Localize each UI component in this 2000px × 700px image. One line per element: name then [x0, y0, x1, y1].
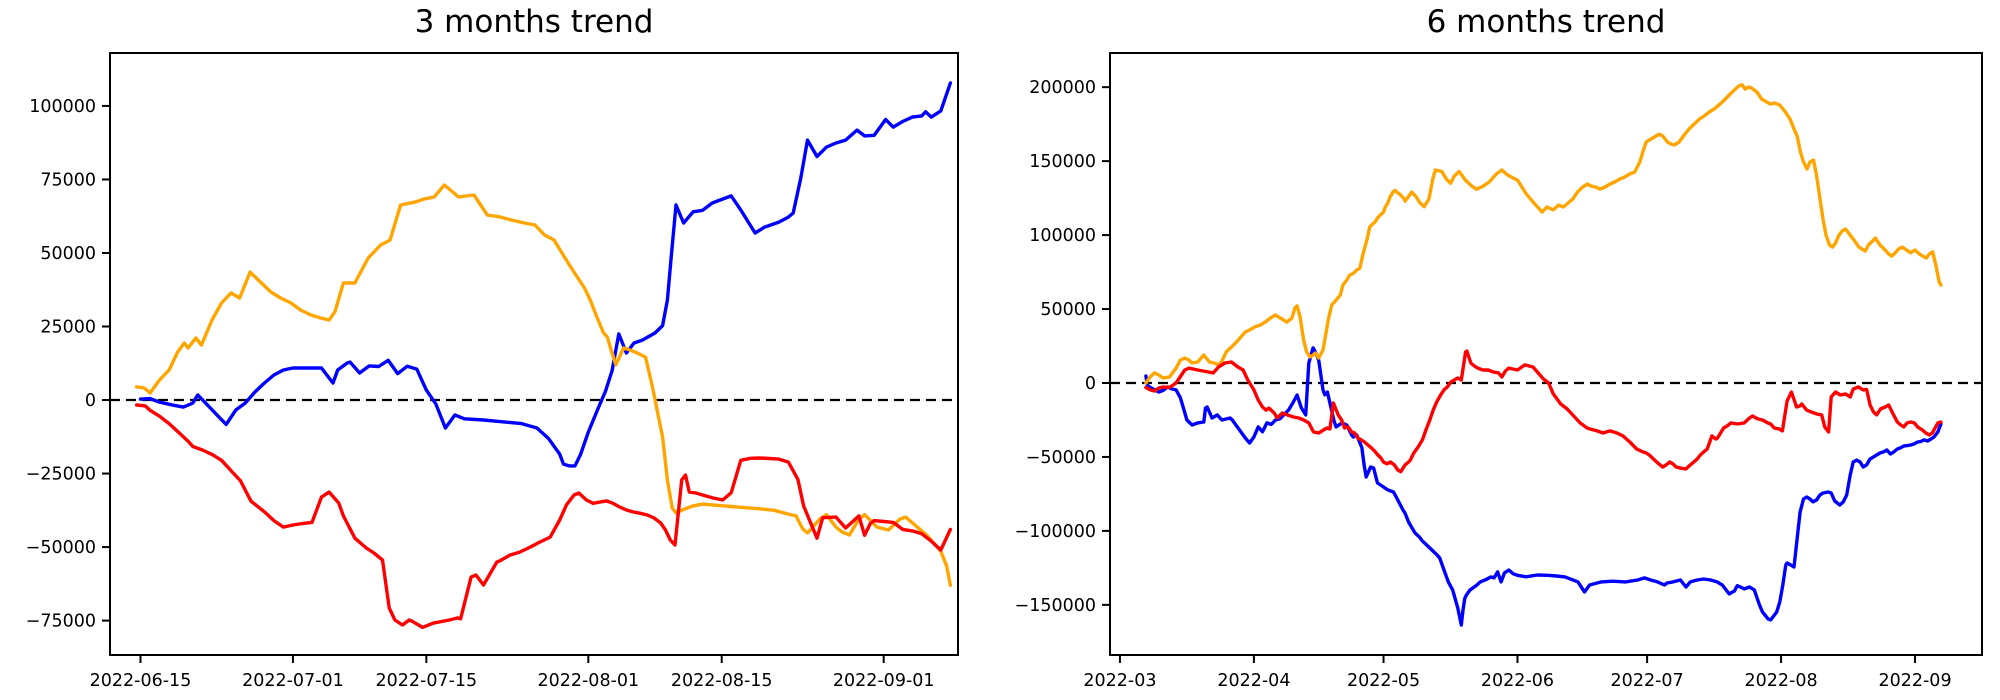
y-tick-label: −50000: [26, 538, 96, 558]
chart-title-6-months: 6 months trend: [1426, 4, 1666, 40]
series-line-orange: [1144, 83, 1943, 385]
axes-frame: [1109, 52, 1983, 656]
y-tick-label: 200000: [1029, 78, 1096, 98]
chart-title-3-months: 3 months trend: [414, 4, 654, 40]
y-tick-label: 50000: [40, 244, 96, 264]
series-line-blue: [138, 81, 953, 468]
y-tick-label: −50000: [1026, 448, 1096, 468]
x-tick-label: 2022-06: [1481, 671, 1554, 691]
y-tick-label: 50000: [1040, 300, 1096, 320]
series-line-red: [134, 403, 953, 630]
y-tick-label: 0: [1085, 374, 1096, 394]
x-tick-label: 2022-09: [1878, 671, 1951, 691]
x-tick-label: 2022-07-15: [375, 671, 477, 691]
x-tick-label: 2022-08-15: [671, 671, 773, 691]
x-tick-label: 2022-06-15: [90, 671, 192, 691]
y-tick-label: 100000: [1029, 226, 1096, 246]
axes-1: 200000 150000 100000 50000 0 −50000 −100000 −15…: [1015, 52, 1983, 691]
y-tick-label: −25000: [26, 465, 96, 485]
axes-0: 100000 75000 50000 25000 0 −25000 −50000 −75000…: [26, 52, 959, 691]
x-tick-label: 2022-05: [1347, 671, 1420, 691]
series-line-red: [1144, 349, 1943, 474]
x-tick-label: 2022-03: [1083, 671, 1156, 691]
x-tick-label: 2022-08-01: [537, 671, 639, 691]
series-line-orange: [134, 183, 953, 587]
x-tick-label: 2022-07-01: [242, 671, 344, 691]
x-tick-label: 2022-08: [1745, 671, 1818, 691]
axes-frame: [109, 52, 959, 656]
y-tick-label: 100000: [29, 97, 96, 117]
y-tick-label: 150000: [1029, 152, 1096, 172]
y-tick-label: −75000: [26, 612, 96, 632]
y-tick-label: −150000: [1015, 596, 1096, 616]
x-tick-label: 2022-09-01: [833, 671, 935, 691]
series-line-blue: [1144, 346, 1943, 627]
x-tick-label: 2022-07: [1611, 671, 1684, 691]
x-tick-label: 2022-04: [1217, 671, 1290, 691]
y-tick-label: 75000: [40, 170, 96, 190]
y-tick-label: 0: [85, 391, 96, 411]
y-tick-label: 25000: [40, 318, 96, 338]
y-tick-label: −100000: [1015, 522, 1096, 542]
